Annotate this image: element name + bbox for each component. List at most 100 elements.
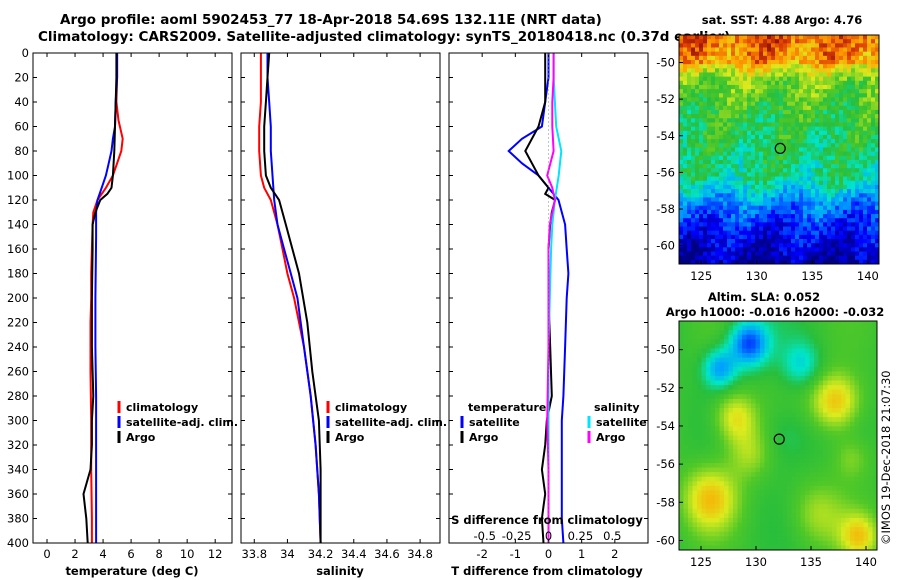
- heatmap-cell: [782, 334, 788, 340]
- heatmap-cell: [807, 126, 812, 132]
- heatmap-cell: [871, 164, 876, 169]
- heatmap-cell: [847, 218, 852, 223]
- heatmap-cell: [773, 508, 779, 514]
- heatmap-cell: [815, 205, 820, 211]
- heatmap-cell: [847, 189, 852, 194]
- heatmap-cell: [763, 193, 768, 198]
- heatmap-cell: [815, 209, 820, 215]
- heatmap-cell: [791, 375, 797, 381]
- heatmap-cell: [697, 499, 702, 505]
- heatmap-cell: [823, 222, 828, 227]
- heatmap-cell: [755, 155, 760, 161]
- heatmap-cell: [767, 118, 772, 123]
- heatmap-cell: [835, 189, 840, 194]
- heatmap-cell: [831, 184, 836, 190]
- heatmap-cell: [831, 251, 836, 257]
- heatmap-cell: [854, 467, 860, 473]
- heatmap-cell: [719, 43, 724, 48]
- heatmap-cell: [773, 348, 779, 354]
- heatmap-cell: [867, 164, 872, 169]
- heatmap-cell: [775, 234, 780, 240]
- heatmap-cell: [823, 417, 828, 423]
- heatmap-cell: [751, 259, 756, 265]
- heatmap-cell: [707, 134, 712, 140]
- heatmap-cell: [719, 164, 724, 169]
- heatmap-cell: [791, 255, 796, 261]
- heatmap-cell: [769, 481, 774, 487]
- heatmap-cell: [847, 47, 852, 53]
- heatmap-cell: [827, 398, 833, 404]
- heatmap-cell: [818, 426, 824, 432]
- heatmap-cell: [819, 193, 824, 198]
- heatmap-cell: [845, 421, 851, 427]
- heatmap-cell: [867, 55, 872, 61]
- heatmap-cell: [737, 385, 743, 391]
- heatmap-cell: [863, 164, 868, 169]
- heatmap-cell: [872, 398, 878, 404]
- heatmap-cell: [800, 408, 806, 413]
- x-tick-label: 34.8: [407, 547, 433, 561]
- heatmap-cell: [775, 64, 780, 69]
- heatmap-cell: [872, 430, 878, 436]
- heatmap-cell: [831, 130, 836, 136]
- heatmap-cell: [832, 458, 837, 464]
- heatmap-cell: [719, 389, 725, 395]
- heatmap-cell: [800, 325, 806, 331]
- heatmap-cell: [691, 230, 696, 236]
- heatmap-cell: [706, 339, 711, 345]
- y-tick-label: 160: [7, 242, 29, 256]
- heatmap-cell: [746, 476, 752, 482]
- heatmap-cell: [807, 247, 812, 252]
- heatmap-cell: [827, 417, 833, 423]
- heatmap-cell: [807, 172, 812, 177]
- heatmap-cell: [803, 109, 808, 115]
- heatmap-cell: [763, 93, 768, 98]
- heatmap-cell: [847, 234, 852, 240]
- heatmap-cell: [859, 343, 864, 349]
- heatmap-cell: [724, 435, 729, 441]
- heatmap-cell: [782, 325, 788, 331]
- heatmap-cell: [706, 495, 711, 501]
- heatmap-cell: [795, 80, 800, 86]
- heatmap-cell: [811, 189, 816, 194]
- heatmap-cell: [728, 449, 734, 455]
- heatmap-cell: [769, 440, 774, 446]
- heatmap-cell: [763, 68, 768, 73]
- temperature-series: [82, 53, 124, 544]
- heatmap-cell: [836, 504, 842, 510]
- heatmap-cell: [771, 76, 776, 82]
- heatmap-cell: [751, 325, 756, 331]
- heatmap-cell: [796, 453, 801, 459]
- heatmap-cell: [728, 499, 734, 505]
- heatmap-cell: [787, 334, 792, 340]
- heatmap-cell: [763, 184, 768, 190]
- heatmap-cell: [691, 243, 696, 248]
- heatmap-cell: [831, 101, 836, 107]
- heatmap-cell: [692, 472, 698, 478]
- heatmap-cell: [783, 155, 788, 161]
- heatmap-cell: [715, 47, 720, 53]
- heatmap-cell: [823, 64, 828, 69]
- heatmap-cell: [851, 64, 856, 69]
- heatmap-cell: [791, 168, 796, 173]
- heatmap-cell: [731, 184, 736, 190]
- figure-title-line1: Argo profile: aoml 5902453_77 18-Apr-201…: [60, 12, 602, 28]
- heatmap-cell: [787, 444, 792, 450]
- heatmap-cell: [841, 348, 846, 354]
- heatmap-cell: [875, 180, 880, 186]
- heatmap-cell: [796, 430, 801, 436]
- heatmap-cell: [769, 495, 774, 501]
- heatmap-cell: [737, 513, 743, 519]
- heatmap-cell: [847, 80, 852, 86]
- heatmap-cell: [711, 93, 716, 98]
- heatmap-cell: [800, 375, 806, 381]
- heatmap-cell: [863, 321, 869, 326]
- heatmap-cell: [747, 209, 752, 215]
- heatmap-cell: [787, 348, 792, 354]
- heatmap-cell: [769, 476, 774, 482]
- heatmap-cell: [719, 105, 724, 111]
- heatmap-cell: [707, 226, 712, 232]
- heatmap-cell: [691, 214, 696, 219]
- heatmap-cell: [755, 380, 761, 386]
- heatmap-cell: [691, 218, 696, 223]
